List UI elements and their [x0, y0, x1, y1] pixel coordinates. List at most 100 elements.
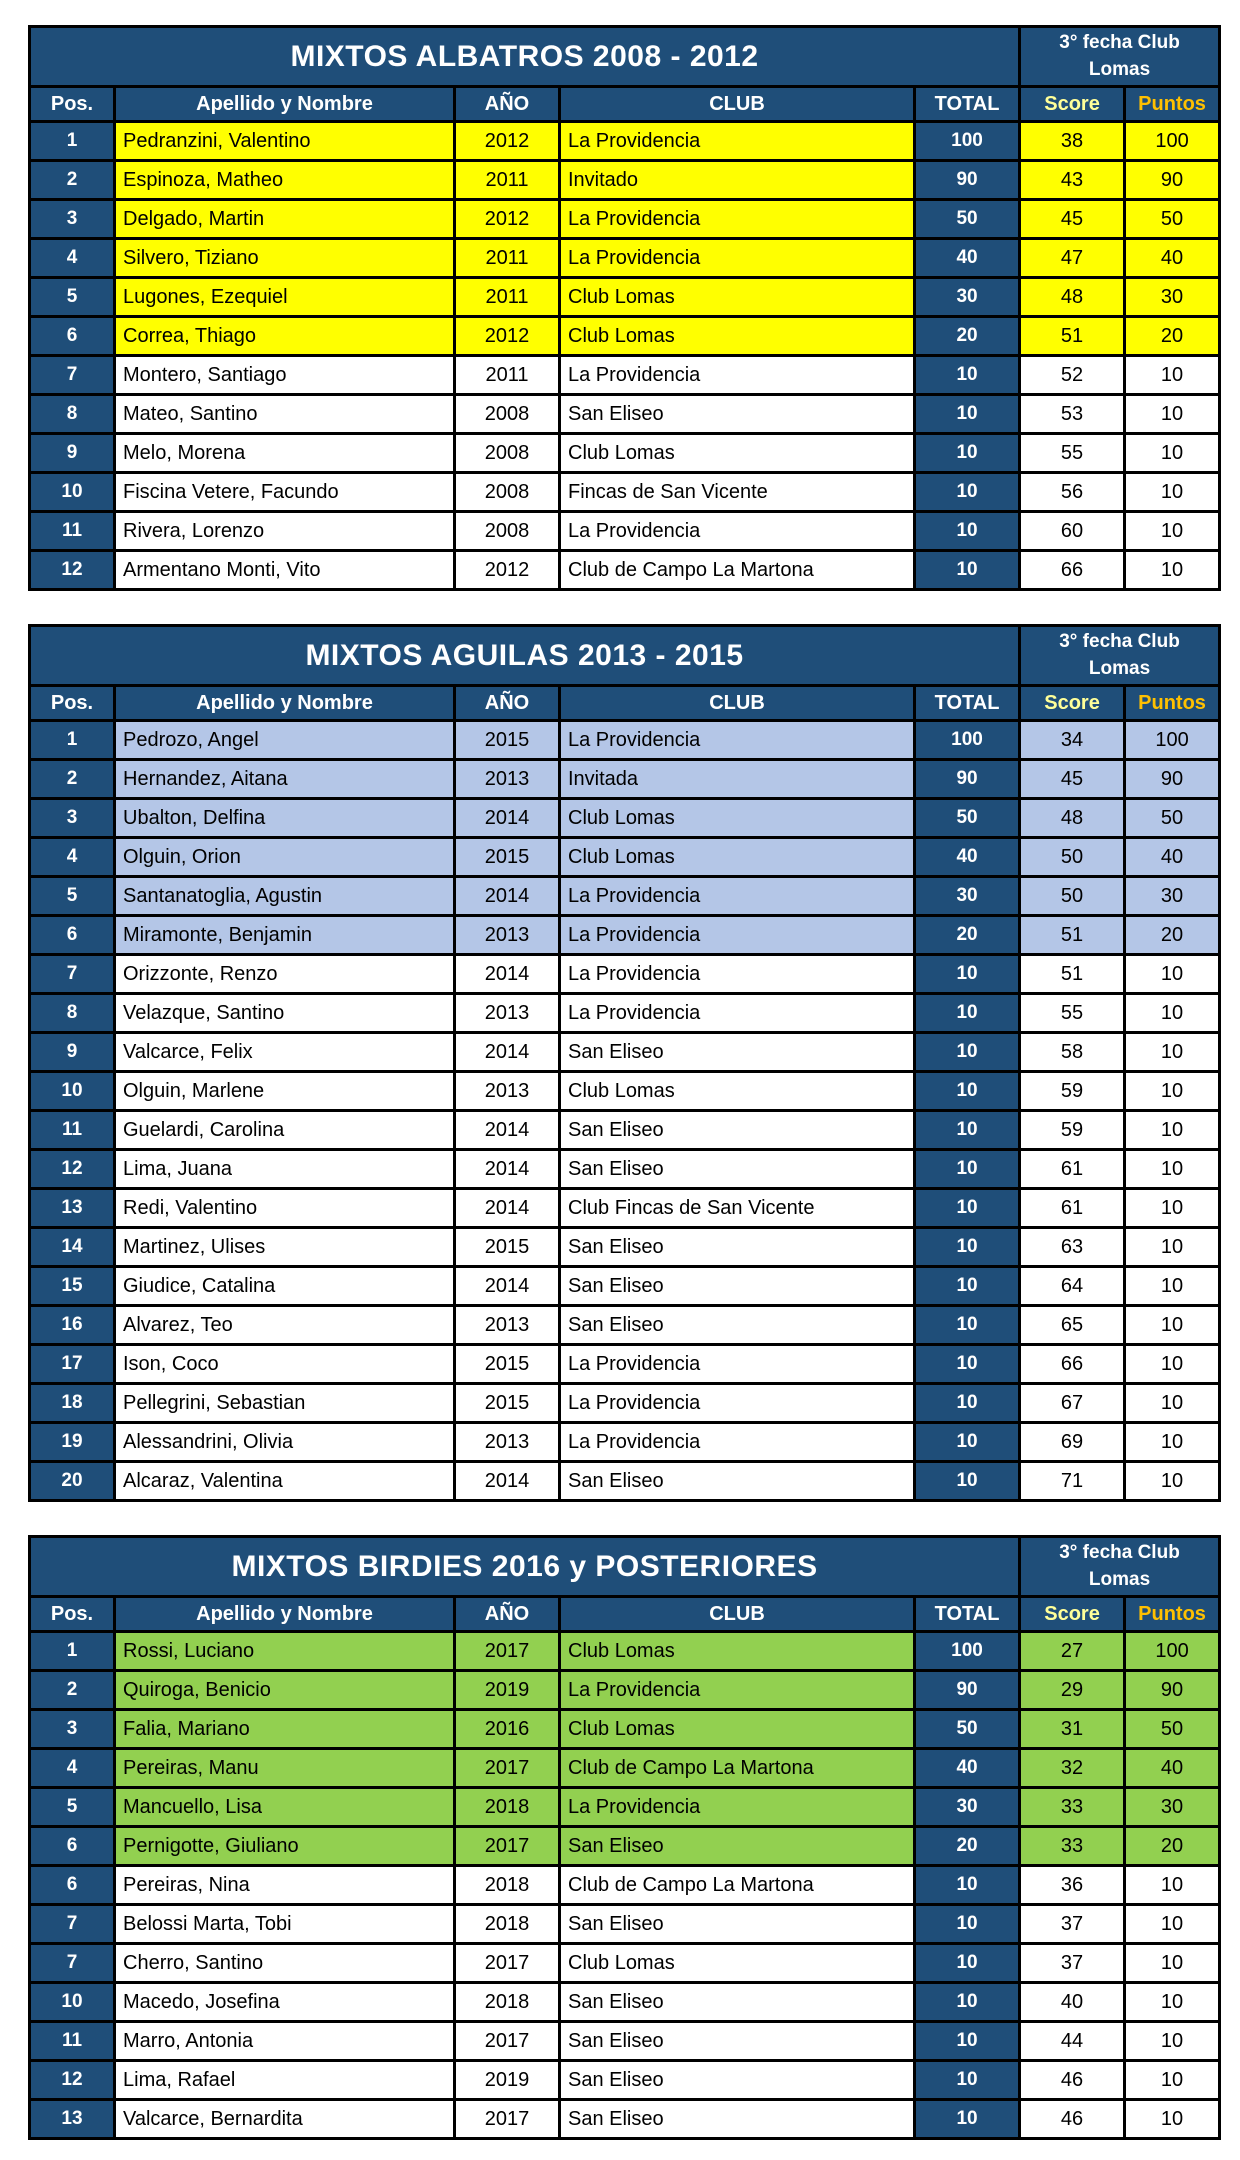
total-cell: 20: [912, 914, 1022, 956]
table-row: 11 Rivera, Lorenzo 2008 La Providencia 10 60 1…: [28, 510, 1222, 552]
player-name-cell: Santanatoglia, Agustin: [113, 875, 456, 917]
player-name-cell: Mancuello, Lisa: [113, 1786, 456, 1828]
year-cell: 2013: [453, 1421, 561, 1463]
total-cell: 10: [912, 510, 1022, 552]
table-row: 6 Pereiras, Nina 2018 Club de Campo La Mart…: [28, 1864, 1222, 1906]
table-row: 7 Belossi Marta, Tobi 2018 San Eliseo 10 37 10: [28, 1903, 1222, 1945]
total-cell: 50: [912, 797, 1022, 839]
total-cell: 10: [912, 1070, 1022, 1112]
total-cell: 10: [912, 1109, 1022, 1151]
table-row: 8 Velazque, Santino 2013 La Providencia 10 55…: [28, 992, 1222, 1034]
total-cell: 20: [912, 315, 1022, 357]
club-cell: Club Lomas: [558, 797, 916, 839]
table-row: 1 Rossi, Luciano 2017 Club Lomas 100 27 100: [28, 1630, 1222, 1672]
score-cell: 45: [1018, 198, 1127, 240]
total-cell: 100: [912, 120, 1022, 162]
table-row: 3 Falia, Mariano 2016 Club Lomas 50 31 50: [28, 1708, 1222, 1750]
total-cell: 10: [912, 1903, 1022, 1945]
pos-cell: 14: [28, 1226, 116, 1268]
pos-cell: 5: [28, 276, 116, 318]
score-cell: 37: [1018, 1903, 1127, 1945]
total-cell: 10: [912, 2098, 1022, 2140]
score-cell: 53: [1018, 393, 1127, 435]
club-cell: San Eliseo: [558, 1265, 916, 1307]
total-cell: 10: [912, 2020, 1022, 2062]
puntos-cell: 50: [1123, 1708, 1222, 1750]
col-header-puntos: Puntos: [1123, 1595, 1222, 1633]
puntos-cell: 10: [1123, 510, 1222, 552]
pos-cell: 7: [28, 953, 116, 995]
year-cell: 2017: [453, 2020, 561, 2062]
table-row: 6 Miramonte, Benjamin 2013 La Providencia 20…: [28, 914, 1222, 956]
table-row: 11 Guelardi, Carolina 2014 San Eliseo 10 59 10: [28, 1109, 1222, 1151]
year-cell: 2017: [453, 1942, 561, 1984]
club-cell: La Providencia: [558, 237, 916, 279]
club-cell: San Eliseo: [558, 1903, 916, 1945]
club-cell: San Eliseo: [558, 1304, 916, 1346]
pos-cell: 7: [28, 1942, 116, 1984]
pos-cell: 11: [28, 2020, 116, 2062]
club-cell: La Providencia: [558, 953, 916, 995]
standings-table: MIXTOS ALBATROS 2008 - 2012 3° fecha Club…: [27, 25, 1222, 591]
player-name-cell: Correa, Thiago: [113, 315, 456, 357]
total-cell: 10: [912, 2059, 1022, 2101]
club-cell: Invitado: [558, 159, 916, 201]
club-cell: Club Lomas: [558, 1630, 916, 1672]
total-cell: 40: [912, 1747, 1022, 1789]
total-cell: 40: [912, 836, 1022, 878]
club-cell: San Eliseo: [558, 1981, 916, 2023]
score-cell: 71: [1018, 1460, 1127, 1502]
player-name-cell: Alcaraz, Valentina: [113, 1460, 456, 1502]
total-cell: 30: [912, 875, 1022, 917]
year-cell: 2008: [453, 510, 561, 552]
total-cell: 90: [912, 159, 1022, 201]
table-title: MIXTOS AGUILAS 2013 - 2015: [27, 624, 1022, 687]
pos-cell: 2: [28, 758, 116, 800]
score-cell: 66: [1018, 549, 1127, 591]
col-header-puntos: Puntos: [1123, 684, 1222, 722]
table-row: 12 Lima, Rafael 2019 San Eliseo 10 46 10: [28, 2059, 1222, 2101]
club-cell: La Providencia: [558, 1669, 916, 1711]
player-name-cell: Ison, Coco: [113, 1343, 456, 1385]
player-name-cell: Marro, Antonia: [113, 2020, 456, 2062]
table-row: 4 Pereiras, Manu 2017 Club de Campo La Mart…: [28, 1747, 1222, 1789]
score-cell: 65: [1018, 1304, 1127, 1346]
player-name-cell: Ubalton, Delfina: [113, 797, 456, 839]
total-cell: 30: [912, 1786, 1022, 1828]
table-row: 6 Correa, Thiago 2012 Club Lomas 20 51 20: [28, 315, 1222, 357]
puntos-cell: 100: [1123, 120, 1222, 162]
score-cell: 55: [1018, 432, 1127, 474]
col-header-club: CLUB: [558, 1595, 916, 1633]
table-row: 9 Melo, Morena 2008 Club Lomas 10 55 10: [28, 432, 1222, 474]
player-name-cell: Mateo, Santino: [113, 393, 456, 435]
total-cell: 20: [912, 1825, 1022, 1867]
year-cell: 2014: [453, 1031, 561, 1073]
club-cell: San Eliseo: [558, 2020, 916, 2062]
pos-cell: 10: [28, 471, 116, 513]
table-row: 4 Olguin, Orion 2015 Club Lomas 40 50 40: [28, 836, 1222, 878]
pos-cell: 4: [28, 1747, 116, 1789]
pos-cell: 13: [28, 2098, 116, 2140]
score-cell: 33: [1018, 1786, 1127, 1828]
year-cell: 2014: [453, 1187, 561, 1229]
club-cell: Club de Campo La Martona: [558, 1864, 916, 1906]
player-name-cell: Velazque, Santino: [113, 992, 456, 1034]
col-header-year: AÑO: [453, 684, 561, 722]
pos-cell: 11: [28, 1109, 116, 1151]
year-cell: 2014: [453, 797, 561, 839]
year-cell: 2015: [453, 1343, 561, 1385]
score-cell: 38: [1018, 120, 1127, 162]
col-header-year: AÑO: [453, 1595, 561, 1633]
pos-cell: 6: [28, 1825, 116, 1867]
score-cell: 32: [1018, 1747, 1127, 1789]
year-cell: 2014: [453, 1109, 561, 1151]
club-cell: La Providencia: [558, 1421, 916, 1463]
total-cell: 10: [912, 1382, 1022, 1424]
puntos-cell: 10: [1123, 471, 1222, 513]
club-cell: San Eliseo: [558, 2098, 916, 2140]
club-cell: Club Lomas: [558, 276, 916, 318]
year-cell: 2014: [453, 1265, 561, 1307]
player-name-cell: Miramonte, Benjamin: [113, 914, 456, 956]
table-row: 11 Marro, Antonia 2017 San Eliseo 10 44 10: [28, 2020, 1222, 2062]
year-cell: 2012: [453, 549, 561, 591]
